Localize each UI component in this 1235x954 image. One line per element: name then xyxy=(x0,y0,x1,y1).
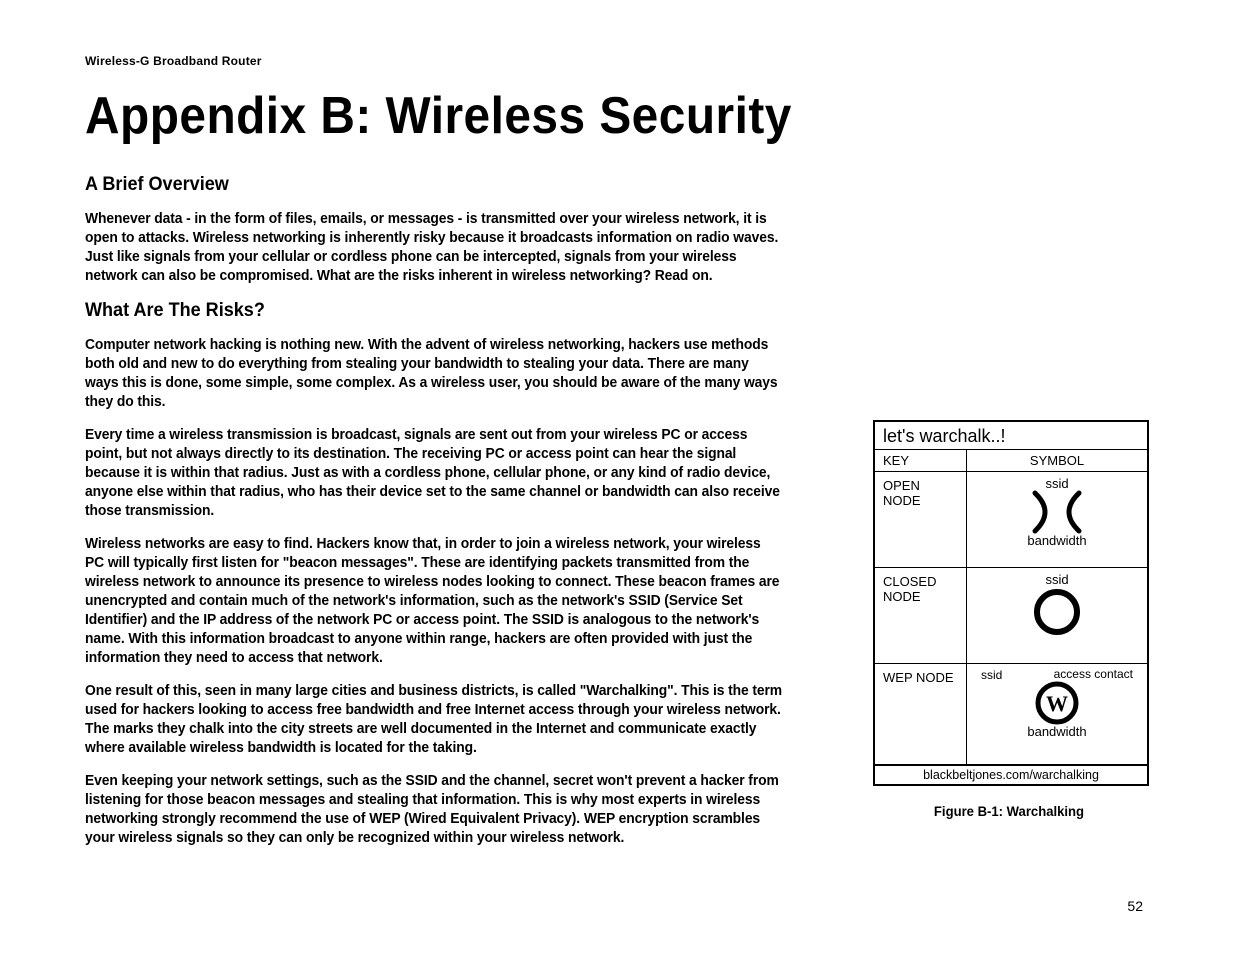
closed-ssid-label: ssid xyxy=(973,572,1141,587)
risks-paragraph-4: One result of this, seen in many large c… xyxy=(85,682,783,758)
page-number: 52 xyxy=(1127,898,1143,914)
warchalk-header-row: KEY SYMBOL xyxy=(875,450,1147,472)
product-header: Wireless-G Broadband Router xyxy=(85,54,1150,68)
wep-node-icon: W xyxy=(1032,678,1082,728)
warchalk-footer: blackbeltjones.com/warchalking xyxy=(875,765,1147,784)
risks-paragraph-1: Computer network hacking is nothing new.… xyxy=(85,336,783,412)
warchalk-col-symbol: SYMBOL xyxy=(967,450,1147,471)
section-heading-overview: A Brief Overview xyxy=(85,174,769,196)
body-column: A Brief Overview Whenever data - in the … xyxy=(85,174,805,848)
warchalk-row-closed: CLOSED NODE ssid xyxy=(875,568,1147,664)
warchalk-wep-key: WEP NODE xyxy=(875,664,967,764)
risks-paragraph-3: Wireless networks are easy to find. Hack… xyxy=(85,535,783,668)
wep-bandwidth-label: bandwidth xyxy=(971,724,1143,739)
warchalk-open-symbol: ssid bandwidth xyxy=(967,472,1147,567)
overview-paragraph-1: Whenever data - in the form of files, em… xyxy=(85,210,783,286)
warchalk-closed-symbol: ssid xyxy=(967,568,1147,663)
chapter-title: Appendix B: Wireless Security xyxy=(85,86,1065,146)
warchalk-open-key: OPEN NODE xyxy=(875,472,967,567)
figure-caption: Figure B-1: Warchalking xyxy=(877,804,1141,819)
wep-access-label: access contact xyxy=(1054,668,1133,682)
open-node-icon xyxy=(1027,489,1087,535)
warchalk-row-open: OPEN NODE ssid bandwidth xyxy=(875,472,1147,568)
open-ssid-label: ssid xyxy=(973,476,1141,491)
figure-area: let's warchalk..! KEY SYMBOL OPEN NODE s… xyxy=(873,420,1145,819)
warchalk-row-wep: WEP NODE ssid access contact W bandwidth xyxy=(875,664,1147,765)
open-bandwidth-label: bandwidth xyxy=(973,533,1141,548)
risks-paragraph-5: Even keeping your network settings, such… xyxy=(85,772,783,848)
risks-paragraph-2: Every time a wireless transmission is br… xyxy=(85,426,783,521)
warchalk-closed-key: CLOSED NODE xyxy=(875,568,967,663)
warchalk-col-key: KEY xyxy=(875,450,967,471)
svg-text:W: W xyxy=(1046,691,1068,716)
closed-node-icon xyxy=(1030,585,1084,639)
warchalk-wep-symbol: ssid access contact W bandwidth xyxy=(967,664,1147,764)
page-container: Wireless-G Broadband Router Appendix B: … xyxy=(0,0,1235,954)
warchalk-table: let's warchalk..! KEY SYMBOL OPEN NODE s… xyxy=(873,420,1149,786)
section-heading-risks: What Are The Risks? xyxy=(85,300,769,322)
wep-ssid-label: ssid xyxy=(981,668,1002,682)
warchalk-title: let's warchalk..! xyxy=(875,422,1147,450)
